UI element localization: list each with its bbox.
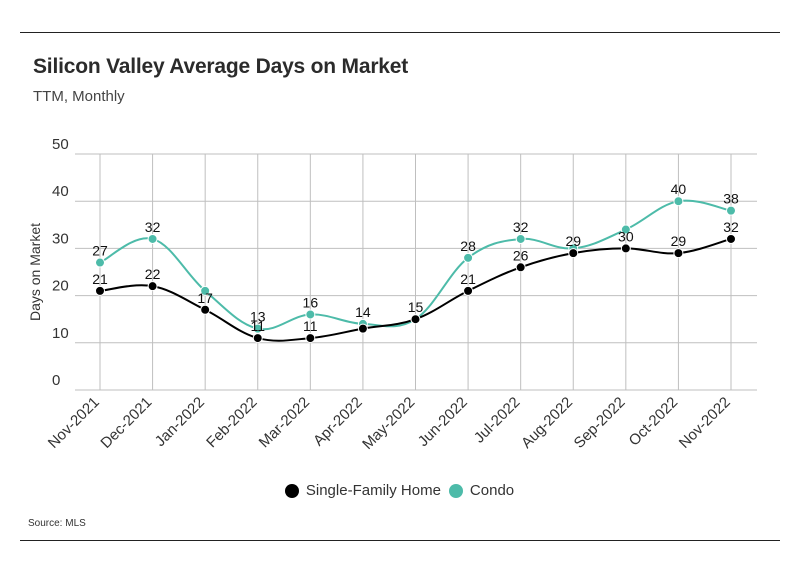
data-point-single-family <box>305 333 316 344</box>
x-tick-label: Aug-2022 <box>518 394 576 452</box>
y-tick-label: 0 <box>52 372 60 389</box>
data-label-single-family: 11 <box>250 318 265 334</box>
source-note: Source: MLS <box>28 518 86 529</box>
data-point-single-family <box>515 262 526 273</box>
data-label-single-family: 15 <box>408 299 424 315</box>
data-label-single-family: 21 <box>460 271 476 287</box>
data-point-single-family <box>147 281 158 292</box>
x-tick-label: Mar-2022 <box>256 394 313 451</box>
data-point-condo <box>515 233 526 244</box>
axis-labels: 0 10 20 30 40 50 Nov-2021Dec-2021Jan-2022Feb-2… <box>27 136 734 453</box>
data-point-single-family <box>200 304 211 315</box>
chart-title: Silicon Valley Average Days on Market <box>33 55 409 78</box>
legend-label-condo: Condo <box>469 482 515 499</box>
data-label-condo: 40 <box>671 181 687 197</box>
data-label-single-family: 29 <box>565 233 581 249</box>
x-tick-label: Sep-2022 <box>571 394 629 452</box>
legend-swatch-single-family <box>284 483 299 498</box>
data-label-condo: 13 <box>250 309 266 325</box>
data-point-single-family <box>410 314 421 325</box>
legend-item-condo[interactable]: Condo <box>448 482 515 499</box>
data-label-single-family: 17 <box>197 290 213 306</box>
data-label-condo: 28 <box>460 238 476 254</box>
x-tick-label: Apr-2022 <box>310 394 366 450</box>
data-label-single-family: 29 <box>671 233 687 249</box>
data-label-single-family: 32 <box>723 219 739 235</box>
data-point-condo <box>673 196 684 207</box>
top-rule <box>20 32 780 33</box>
data-point-condo <box>147 233 158 244</box>
y-tick-label: 40 <box>52 183 69 200</box>
data-point-single-family <box>726 233 736 244</box>
data-points <box>95 196 736 344</box>
data-point-condo <box>305 309 316 320</box>
data-label-single-family: 26 <box>513 247 529 263</box>
data-point-condo <box>620 224 631 235</box>
data-label-single-family: 22 <box>145 266 161 282</box>
data-label-single-family: 11 <box>303 318 318 334</box>
data-point-single-family <box>95 285 105 296</box>
data-point-single-family <box>568 248 579 259</box>
x-tick-label: Feb-2022 <box>203 394 260 451</box>
legend-swatch-condo <box>448 483 463 498</box>
data-point-single-family <box>252 333 263 344</box>
x-tick-label: Nov-2022 <box>676 394 734 452</box>
x-tick-label: Dec-2021 <box>97 394 155 452</box>
bottom-rule <box>20 540 780 541</box>
data-point-single-family <box>620 243 631 254</box>
y-tick-label: 10 <box>52 325 69 342</box>
data-label-condo: 38 <box>723 191 739 207</box>
legend-item-single-family[interactable]: Single-Family Home <box>284 482 441 499</box>
legend: Single-Family Home Condo <box>0 482 799 499</box>
data-labels: 21 22 17 11 11 15 21 26 29 30 29 32 27 32 13 16 14 28 32 40… <box>92 181 739 334</box>
grid <box>75 153 757 391</box>
x-tick-label: May-2022 <box>359 394 418 453</box>
x-tick-label: Jun-2022 <box>415 394 471 450</box>
x-tick-label: Oct-2022 <box>626 394 682 450</box>
x-tick-label: Jul-2022 <box>471 394 524 447</box>
data-point-condo <box>95 257 105 268</box>
y-tick-label: 50 <box>52 136 69 153</box>
data-label-condo: 32 <box>513 219 529 235</box>
data-label-single-family: 21 <box>92 271 108 287</box>
data-point-single-family <box>463 285 474 296</box>
data-label-condo: 14 <box>355 304 371 320</box>
chart-subtitle: TTM, Monthly <box>33 88 125 105</box>
data-label-single-family: 30 <box>618 228 634 244</box>
data-label-condo: 32 <box>145 219 161 235</box>
data-label-condo: 16 <box>303 294 319 310</box>
data-point-condo <box>726 205 736 216</box>
data-point-condo <box>200 285 211 296</box>
data-point-single-family <box>673 248 684 259</box>
x-tick-label: Nov-2021 <box>45 394 103 452</box>
legend-label-single-family: Single-Family Home <box>305 482 441 499</box>
y-tick-label: 20 <box>52 278 69 295</box>
data-point-condo <box>463 252 474 263</box>
y-tick-label: 30 <box>52 230 69 247</box>
data-point-single-family <box>357 323 368 334</box>
y-axis-label: Days on Market <box>27 223 43 321</box>
data-label-condo: 27 <box>92 243 108 259</box>
x-tick-label: Jan-2022 <box>152 394 208 450</box>
